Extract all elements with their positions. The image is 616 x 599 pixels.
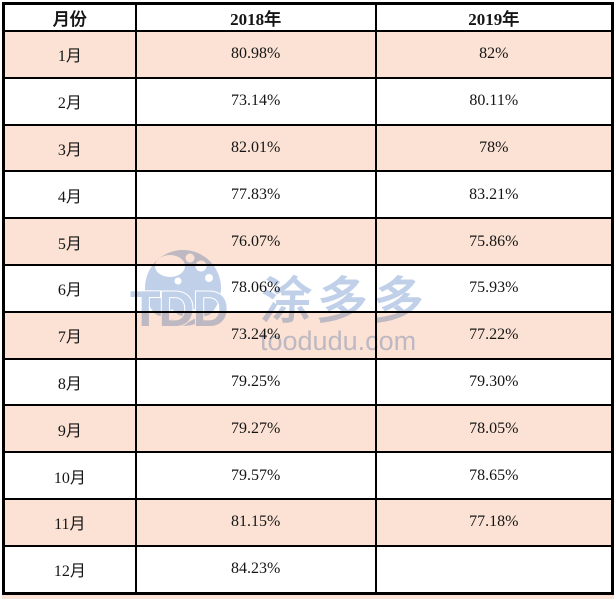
value-2018-cell: 79.25%: [134, 357, 377, 407]
value-2019-cell: [374, 544, 614, 595]
value-2018-cell: 76.07%: [134, 217, 377, 266]
value-2019-cell: 77.18%: [374, 497, 614, 547]
table-row: 12月 84.23%: [2, 544, 614, 595]
value-2019-cell: 75.86%: [374, 217, 614, 266]
month-cell: 7月: [2, 310, 137, 360]
header-year-2019: 2019年: [374, 2, 614, 32]
table-row: 6月 78.06% 75.93%: [2, 263, 614, 313]
table-row: 3月 82.01% 78%: [2, 123, 614, 173]
value-2018-cell: 73.14%: [134, 76, 377, 126]
value-2019-cell: 78.65%: [374, 451, 614, 500]
value-2018-cell: 81.15%: [134, 497, 377, 547]
table-row: 10月 79.57% 78.65%: [2, 451, 614, 500]
header-year-2018: 2018年: [134, 2, 377, 32]
month-cell: 4月: [2, 170, 137, 220]
table-row: 5月 76.07% 75.86%: [2, 217, 614, 266]
value-2019-cell: 77.22%: [374, 310, 614, 360]
month-cell: 1月: [2, 30, 137, 79]
value-2019-cell: 78.05%: [374, 404, 614, 454]
value-2018-cell: 79.57%: [134, 451, 377, 500]
value-2019-cell: 80.11%: [374, 76, 614, 126]
month-cell: 2月: [2, 76, 137, 126]
value-2019-cell: 83.21%: [374, 170, 614, 220]
table-row: 7月 73.24% 77.22%: [2, 310, 614, 360]
month-cell: 3月: [2, 123, 137, 173]
value-2018-cell: 73.24%: [134, 310, 377, 360]
month-cell: 12月: [2, 544, 137, 595]
month-cell: 9月: [2, 404, 137, 454]
next-row-sliver: [2, 595, 614, 599]
value-2018-cell: 78.06%: [134, 263, 377, 313]
header-row: 月份 2018年 2019年: [2, 2, 614, 32]
value-2018-cell: 82.01%: [134, 123, 377, 173]
value-2018-cell: 79.27%: [134, 404, 377, 454]
month-cell: 11月: [2, 497, 137, 547]
table-row: 4月 77.83% 83.21%: [2, 170, 614, 220]
value-2019-cell: 78%: [374, 123, 614, 173]
value-2018-cell: 77.83%: [134, 170, 377, 220]
table-row: 2月 73.14% 80.11%: [2, 76, 614, 126]
value-2018-cell: 84.23%: [134, 544, 377, 595]
header-month: 月份: [2, 2, 137, 32]
table-row: 11月 81.15% 77.18%: [2, 497, 614, 547]
table-row: 1月 80.98% 82%: [2, 30, 614, 79]
month-cell: 8月: [2, 357, 137, 407]
table-row: 9月 79.27% 78.05%: [2, 404, 614, 454]
value-2019-cell: 75.93%: [374, 263, 614, 313]
value-2019-cell: 79.30%: [374, 357, 614, 407]
month-cell: 6月: [2, 263, 137, 313]
value-2018-cell: 80.98%: [134, 30, 377, 79]
month-cell: 10月: [2, 451, 137, 500]
month-cell: 5月: [2, 217, 137, 266]
value-2019-cell: 82%: [374, 30, 614, 79]
table-row: 8月 79.25% 79.30%: [2, 357, 614, 407]
